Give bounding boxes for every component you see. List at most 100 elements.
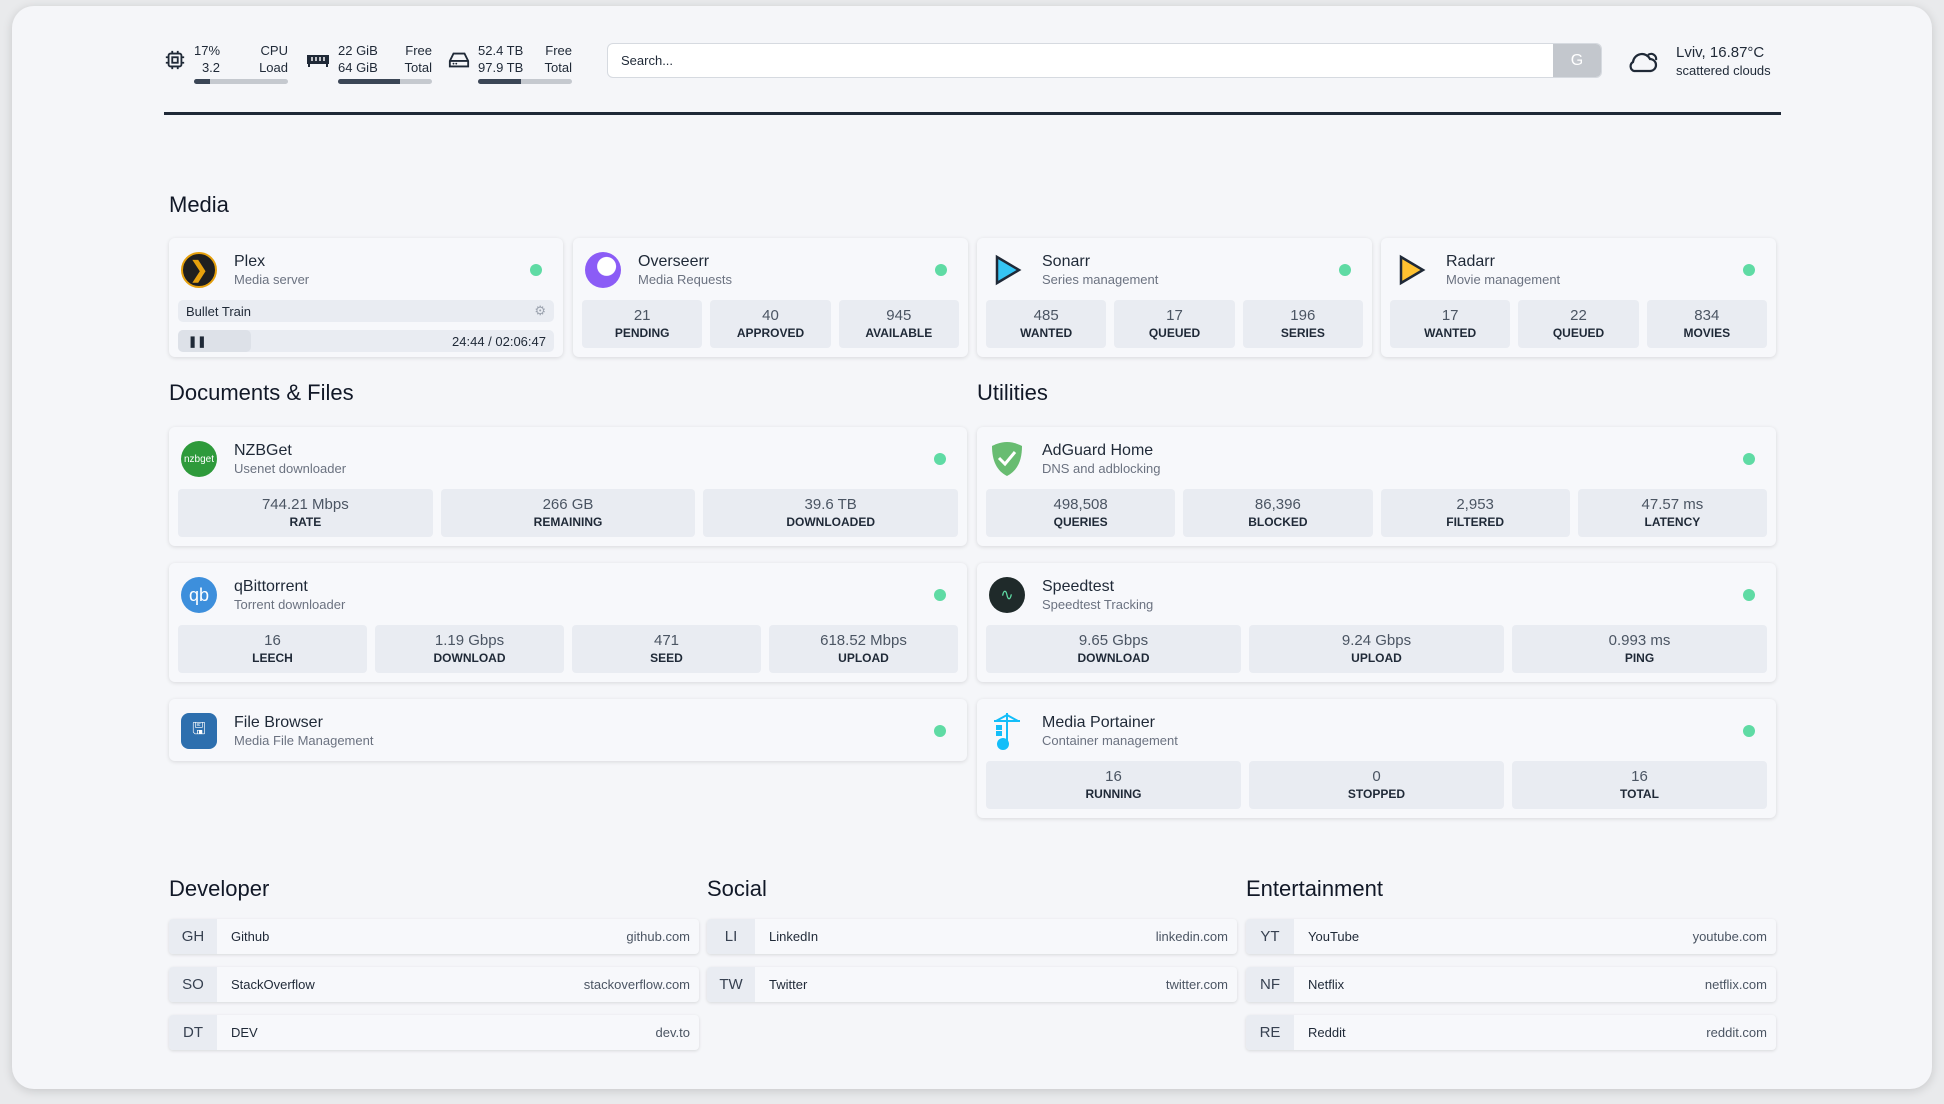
service-desc: DNS and adblocking [1042,461,1161,476]
stat-label: REMAINING [533,515,603,529]
stat-value: 16 [264,632,281,649]
service-name: qBittorrent [234,578,308,595]
stat-label: UPLOAD [1351,651,1402,665]
stat-queued: 22 QUEUED [1518,300,1639,348]
service-desc: Media server [234,272,310,287]
service-desc: Series management [1042,272,1159,287]
bookmark-name: LinkedIn [769,929,819,944]
bookmark-youtube[interactable]: YT YouTube youtube.com [1246,919,1776,954]
bookmark-url: linkedin.com [1155,929,1228,944]
qbittorrent-logo-icon: qb [181,577,217,613]
search-bar: G [607,43,1602,78]
weather-desc: scattered clouds [1676,63,1771,78]
stat-ping: 0.993 ms PING [1512,625,1767,673]
search-provider-button[interactable]: G [1553,44,1601,77]
bookmark-twitter[interactable]: TW Twitter twitter.com [707,967,1237,1002]
stat-label: WANTED [1020,326,1073,340]
service-name: Speedtest [1042,578,1115,595]
bookmark-stackoverflow[interactable]: SO StackOverflow stackoverflow.com [169,967,699,1002]
search-input[interactable] [608,44,1553,77]
stat-label: PENDING [614,326,670,340]
stat-label: RATE [289,515,322,529]
service-name: Plex [234,253,266,270]
stat-seed: 471 SEED [572,625,761,673]
stat-queries: 498,508 QUERIES [986,489,1176,537]
status-dot [530,264,542,276]
status-dot [934,453,946,465]
stat-filtered: 2,953 FILTERED [1380,489,1570,537]
stat-label: SEED [650,651,683,665]
section-entertainment: Entertainment [1246,876,1383,901]
stat-queued: 17 QUEUED [1114,300,1235,348]
stat-rate: 744.21 Mbps RATE [178,489,433,537]
service-card-radarr[interactable]: Radarr Movie management 17 WANTED 22 QUEUED 83… [1381,238,1776,357]
service-name: NZBGet [234,442,292,459]
stat-value: 744.21 Mbps [261,496,349,513]
bookmark-abbr: YT [1246,919,1294,954]
filebrowser-logo-icon: 🖫 [181,713,217,749]
pause-icon[interactable]: ❚❚ [188,335,207,348]
status-dot [1743,453,1755,465]
stat-label: AVAILABLE [865,326,933,340]
stat-value: 1.19 Gbps [434,632,505,649]
stat-running: 16 RUNNING [986,761,1241,809]
stat-value: 9.24 Gbps [1341,632,1412,649]
stat-label: WANTED [1424,326,1477,340]
stat-value: 40 [762,307,779,324]
service-card-plex[interactable]: ❯ Plex Media server Bullet Train ⚙ ❚❚ 24:4… [169,238,563,357]
stat-value: 22 [1570,307,1587,324]
bookmark-abbr: RE [1246,1015,1294,1050]
stat-pending: 21 PENDING [582,300,703,348]
bookmark-linkedin[interactable]: LI LinkedIn linkedin.com [707,919,1237,954]
playback-bar[interactable]: ❚❚ 24:44 / 02:06:47 [178,330,554,352]
now-playing-title: Bullet Train [186,303,252,319]
stat-label: RUNNING [1085,787,1142,801]
service-desc: Media Requests [638,272,732,287]
stat-upload: 9.24 Gbps UPLOAD [1249,625,1504,673]
disk-free: 52.4 TB [478,43,524,58]
stat-label: UPLOAD [838,651,889,665]
stat-label: TOTAL [1620,787,1659,801]
cloud-icon [1629,52,1658,73]
total-label: Total [544,60,572,75]
bookmark-abbr: GH [169,919,217,954]
bookmark-github[interactable]: GH Github github.com [169,919,699,954]
stat-label: STOPPED [1347,787,1406,801]
bookmark-netflix[interactable]: NF Netflix netflix.com [1246,967,1776,1002]
bookmark-name: Reddit [1308,1025,1346,1040]
stat-value: 834 [1694,307,1720,324]
stats-row: 16 LEECH 1.19 Gbps DOWNLOAD 471 SEED 618.52 Mb… [178,625,958,673]
service-card-media-portainer[interactable]: Media Portainer Container management 16 RUN… [977,699,1776,818]
service-card-adguard-home[interactable]: AdGuard Home DNS and adblocking 498,508 QUE… [977,427,1776,546]
bookmark-name: YouTube [1308,929,1360,944]
service-card-nzbget[interactable]: nzbget NZBGet Usenet downloader 744.21 Mbps… [169,427,967,546]
stat-stopped: 0 STOPPED [1249,761,1504,809]
speedtest-logo-icon: ∿ [989,577,1025,613]
bookmark-abbr: LI [707,919,755,954]
service-desc: Torrent downloader [234,597,346,612]
status-dot [1339,264,1351,276]
service-card-speedtest[interactable]: ∿ Speedtest Speedtest Tracking 9.65 Gbps DOW… [977,563,1776,682]
stat-wanted: 485 WANTED [986,300,1107,348]
disk-widget: 52.4 TB 97.9 TB Free Total [448,42,572,84]
bookmark-abbr: TW [707,967,755,1002]
memory-icon [307,55,329,67]
stat-value: 17 [1166,307,1183,324]
stat-value: 16 [1105,768,1122,785]
service-card-sonarr[interactable]: Sonarr Series management 485 WANTED 17 QUEUED… [977,238,1372,357]
memory-total: 64 GiB [338,60,378,75]
stat-value: 9.65 Gbps [1078,632,1149,649]
service-card-file-browser[interactable]: 🖫 File Browser Media File Management [169,699,967,761]
service-desc: Media File Management [234,733,374,748]
bookmark-dev[interactable]: DT DEV dev.to [169,1015,699,1050]
stats-row: 21 PENDING 40 APPROVED 945 AVAILABLE [582,300,959,348]
service-card-overseerr[interactable]: Overseerr Media Requests 21 PENDING 40 APPROV… [573,238,968,357]
stat-value: 0.993 ms [1608,632,1671,649]
bookmark-reddit[interactable]: RE Reddit reddit.com [1246,1015,1776,1050]
stat-value: 21 [633,307,651,324]
now-playing: Bullet Train ⚙ [178,300,554,322]
service-desc: Movie management [1446,272,1561,287]
service-card-qbittorrent[interactable]: qb qBittorrent Torrent downloader 16 LEECH 1.… [169,563,967,682]
stat-series: 196 SERIES [1242,300,1363,348]
stat-label: APPROVED [736,326,805,340]
